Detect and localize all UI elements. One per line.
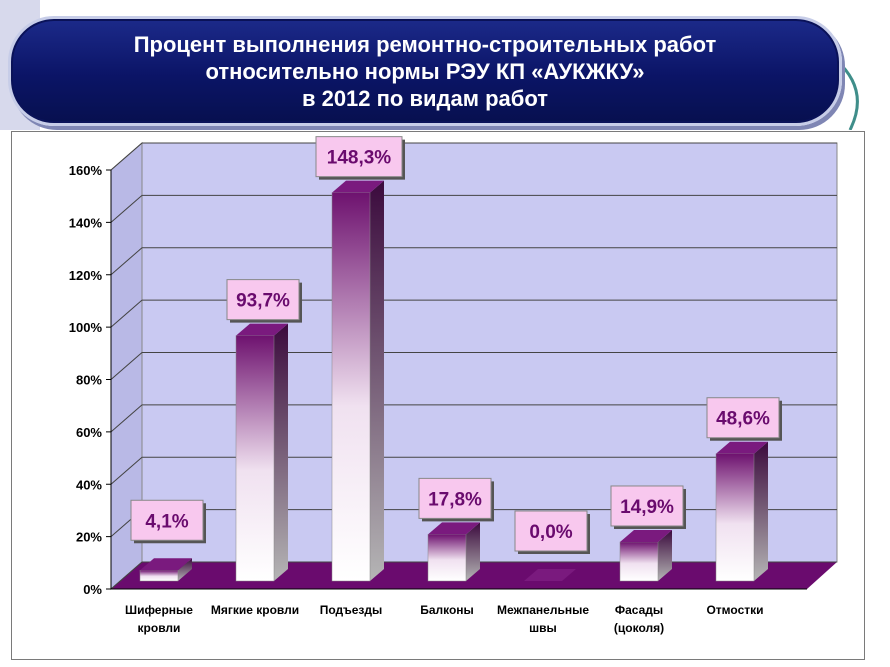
category-label: Межпанельные швы: [497, 603, 589, 635]
data-label-value: 148,3%: [327, 148, 392, 169]
bar-front: [715, 453, 755, 582]
data-label-value: 14,9%: [620, 497, 674, 518]
gridline: [110, 456, 837, 485]
bar-top: [524, 569, 576, 581]
y-tick-label: 0%: [83, 582, 102, 597]
category-label-line: швы: [529, 621, 557, 635]
y-tick-label: 40%: [76, 477, 102, 492]
bar-top: [140, 558, 192, 571]
category-label: Отмостки: [706, 603, 763, 617]
bar-front: [619, 541, 659, 582]
gridline: [110, 561, 837, 590]
title-line-1: Процент выполнения ремонтно-строительных…: [133, 31, 717, 57]
gridline: [110, 404, 837, 433]
data-label-value: 0,0%: [529, 522, 572, 543]
data-label-box: [226, 279, 300, 321]
category-label-line: Мягкие кровли: [211, 603, 299, 617]
title-line-2: относительно нормы РЭУ КП «АУКЖКУ»: [205, 58, 645, 84]
bar-front: [139, 570, 179, 582]
bar-side: [370, 180, 384, 581]
data-label-box: [514, 510, 588, 552]
gridline: [110, 194, 837, 223]
data-label-box: [130, 499, 204, 541]
bar: [139, 558, 192, 582]
data-label-box: [706, 397, 780, 439]
y-axis-ticks: 0% 20% 40% 60% 80% 100% 120% 140% 160%: [69, 163, 807, 597]
data-label-value: 17,8%: [428, 489, 482, 510]
bars: [139, 180, 768, 582]
gridline: [110, 299, 837, 328]
bar-top: [716, 441, 768, 454]
bar-top: [428, 522, 480, 535]
category-label-line: (цоколя): [614, 621, 664, 635]
bar: [715, 441, 768, 582]
data-label: 0,0%: [514, 510, 590, 554]
data-label-value: 48,6%: [716, 409, 770, 430]
bar-front: [331, 192, 371, 582]
bar: [524, 569, 576, 581]
bar-top: [332, 180, 384, 193]
chart-frame: 0% 20% 40% 60% 80% 100% 120% 140% 160% 4,1% 93,7%…: [11, 131, 865, 660]
bar: [235, 323, 288, 582]
data-label: 14,9%: [610, 485, 686, 529]
y-tick-label: 160%: [69, 163, 103, 178]
bar-top: [620, 529, 672, 542]
y-tick-label: 60%: [76, 425, 102, 440]
y-tick-label: 120%: [69, 268, 103, 283]
category-label: Шиферные кровли: [125, 603, 193, 635]
category-label-line: Балконы: [420, 603, 474, 617]
category-label-line: Фасады: [615, 603, 663, 617]
category-label: Подъезды: [320, 603, 383, 617]
data-label-box: [610, 485, 684, 527]
bar-front: [427, 534, 467, 582]
bar: [331, 180, 384, 582]
bar-chart: 0% 20% 40% 60% 80% 100% 120% 140% 160% 4,1% 93,7%…: [69, 136, 838, 635]
bar: [427, 522, 480, 582]
bar-side: [658, 529, 672, 581]
category-label-line: Шиферные: [125, 603, 193, 617]
gridline: [110, 142, 837, 171]
bar-side: [274, 323, 288, 581]
bar: [619, 529, 672, 582]
category-label-line: Межпанельные: [497, 603, 589, 617]
y-tick-label: 80%: [76, 373, 102, 388]
gridline: [110, 352, 837, 380]
category-label: Балконы: [420, 603, 474, 617]
data-label: 93,7%: [226, 279, 302, 323]
data-label-value: 93,7%: [236, 291, 290, 312]
data-label-box: [315, 136, 403, 178]
category-label: Мягкие кровли: [211, 603, 299, 617]
data-label-value: 4,1%: [145, 511, 188, 532]
y-tick-label: 20%: [76, 530, 102, 545]
y-tick-label: 140%: [69, 215, 103, 230]
category-label-line: Подъезды: [320, 603, 383, 617]
category-label-line: кровли: [138, 621, 181, 635]
bar-side: [754, 441, 768, 581]
data-label: 148,3%: [315, 136, 405, 180]
category-label-line: Отмостки: [706, 603, 763, 617]
bar-side: [466, 522, 480, 581]
bar-front: [235, 335, 275, 582]
category-label: Фасады (цоколя): [614, 603, 664, 635]
category-labels: Шиферные кровли Мягкие кровли Подъезды Балко…: [125, 603, 764, 635]
data-label: 17,8%: [418, 477, 494, 522]
data-label: 4,1%: [130, 499, 206, 544]
title-banner: Процент выполнения ремонтно-строительных…: [8, 16, 842, 126]
data-label-box: [418, 477, 492, 519]
title-line-3: в 2012 по видам работ: [301, 85, 549, 111]
y-tick-label: 100%: [69, 320, 103, 335]
data-labels: 4,1% 93,7% 148,3% 17,8% 0,0% 14,9% 48,6%: [130, 136, 782, 554]
bar-side: [178, 558, 192, 581]
data-label: 48,6%: [706, 397, 782, 441]
bar-top: [236, 323, 288, 336]
gridline: [110, 247, 837, 276]
